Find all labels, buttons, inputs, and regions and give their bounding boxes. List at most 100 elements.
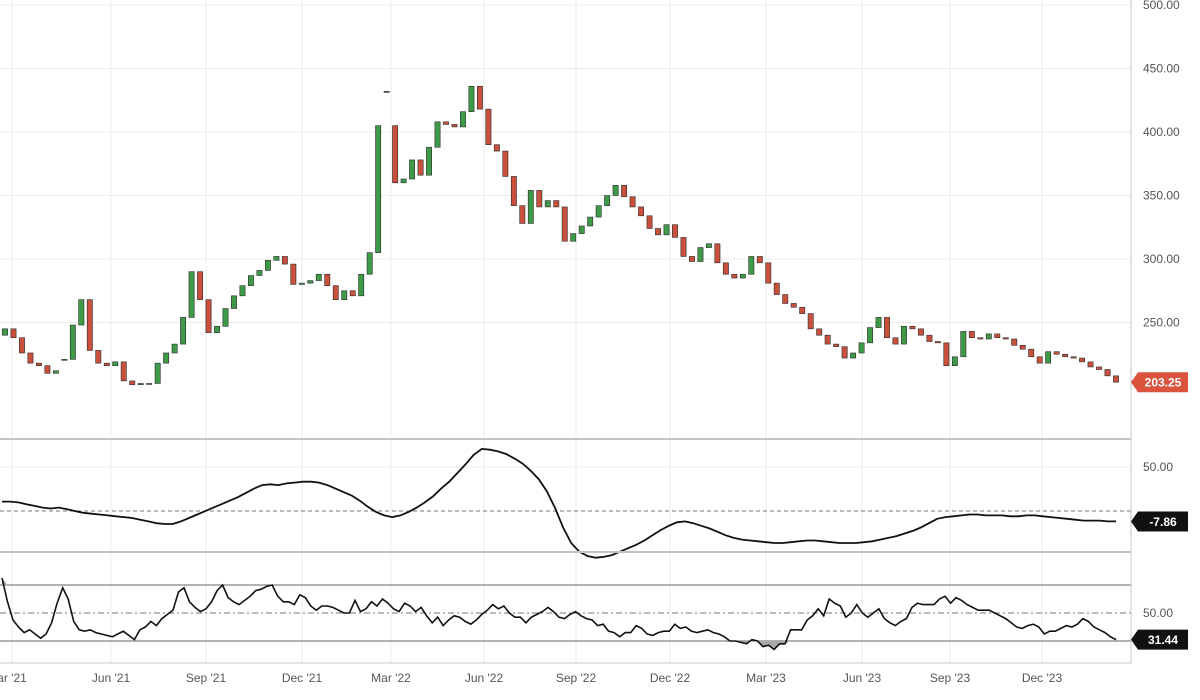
candle [112, 361, 119, 366]
candle-body-down [816, 328, 823, 336]
candle-body-down [536, 190, 543, 208]
candle-body-up [256, 270, 263, 276]
candle [1070, 356, 1077, 359]
candle-body-down [392, 125, 399, 184]
candle [519, 205, 526, 224]
candle [739, 273, 746, 279]
x-tick-label: Jun '23 [843, 671, 882, 685]
candle-body-up [69, 324, 76, 360]
candle-body-down [918, 328, 924, 336]
candle-body-down [731, 273, 738, 279]
candle-body-down [477, 85, 483, 110]
value-tags: 203.25 -7.86 31.44 [1131, 372, 1188, 650]
x-tick-label: Mar '23 [746, 671, 786, 685]
last-price-tag: 203.25 [1131, 372, 1188, 393]
candle-body-down [892, 337, 899, 345]
candle-body-down [1036, 356, 1043, 364]
candle [943, 342, 950, 366]
candle-body-down [1053, 351, 1060, 355]
candle-body-up [578, 225, 585, 234]
x-tick-label: Dec '21 [282, 671, 323, 685]
candle [171, 343, 178, 354]
candle [86, 299, 93, 351]
candle-body-up [298, 282, 305, 285]
candle [358, 273, 365, 297]
candle-body-down [790, 303, 797, 308]
candle-body-up [434, 121, 441, 148]
candle [239, 285, 246, 297]
candle [468, 85, 475, 112]
candle-body-up [612, 185, 619, 196]
candle [1019, 345, 1026, 350]
x-tick-label: Jun '22 [465, 671, 504, 685]
candle [790, 303, 797, 308]
candle-body-up [748, 256, 755, 275]
candle-body-down [629, 196, 636, 208]
candle [426, 146, 432, 176]
candle-body-up [850, 352, 857, 359]
candle-body-down [807, 313, 814, 330]
pane-separators [0, 0, 1132, 664]
candle-body-up [858, 342, 865, 354]
oscillator-value-tag: -7.86 [1131, 511, 1188, 532]
candle [756, 256, 763, 264]
candle [951, 356, 958, 366]
candle-body-down [672, 224, 678, 238]
candle [180, 317, 187, 345]
candle [231, 295, 237, 309]
candle-body-up [146, 383, 153, 385]
x-tick-label: Mar '22 [371, 671, 411, 685]
candle [1079, 357, 1086, 363]
candle [1011, 338, 1018, 346]
candle-body-up [180, 317, 187, 345]
candle [400, 178, 407, 184]
candle-body-up [960, 331, 967, 358]
candle [129, 380, 136, 386]
candle-body-up [1045, 351, 1052, 364]
candle [10, 328, 17, 339]
candle [95, 350, 102, 364]
candle [655, 228, 661, 236]
candle [722, 262, 729, 275]
candle-body-down [493, 144, 500, 152]
candle-body-up [426, 146, 432, 176]
candle-body-up [163, 352, 170, 364]
candle [256, 270, 263, 276]
oscillator-pane [0, 447, 1131, 559]
candle-body-up [544, 200, 551, 208]
x-tick-label: Sep '23 [930, 671, 971, 685]
candle-body-down [86, 299, 93, 351]
candle-body-up [52, 370, 59, 374]
x-tick-label: Dec '22 [650, 671, 691, 685]
price-tick-label: 250.00 [1143, 316, 1180, 330]
rsi-line [1, 577, 1117, 651]
candle-body-up [239, 285, 246, 297]
candle-body-down [773, 282, 780, 295]
candle [451, 124, 458, 128]
candle [307, 280, 314, 284]
candle-body-up [663, 224, 670, 236]
candle [850, 352, 857, 359]
candle [137, 383, 144, 386]
candle-body-up [951, 356, 958, 366]
candle [120, 361, 127, 382]
candle [765, 262, 772, 284]
candle-body-down [1028, 348, 1035, 358]
candle [1113, 375, 1119, 383]
candle [409, 159, 416, 180]
rsi-pane [0, 577, 1131, 651]
candle [205, 299, 212, 333]
candle-body-down [1113, 375, 1119, 383]
candle [1096, 366, 1102, 370]
candle [2, 328, 8, 336]
candle [103, 362, 110, 366]
candle-body-up [264, 259, 271, 271]
price-tick-label: 300.00 [1143, 252, 1180, 266]
candle [833, 343, 840, 347]
candle-body-up [604, 195, 611, 206]
candle [595, 205, 602, 218]
candle-body-down [799, 306, 806, 314]
candle [324, 273, 331, 286]
candle-body-down [646, 215, 653, 229]
candle [892, 337, 899, 345]
